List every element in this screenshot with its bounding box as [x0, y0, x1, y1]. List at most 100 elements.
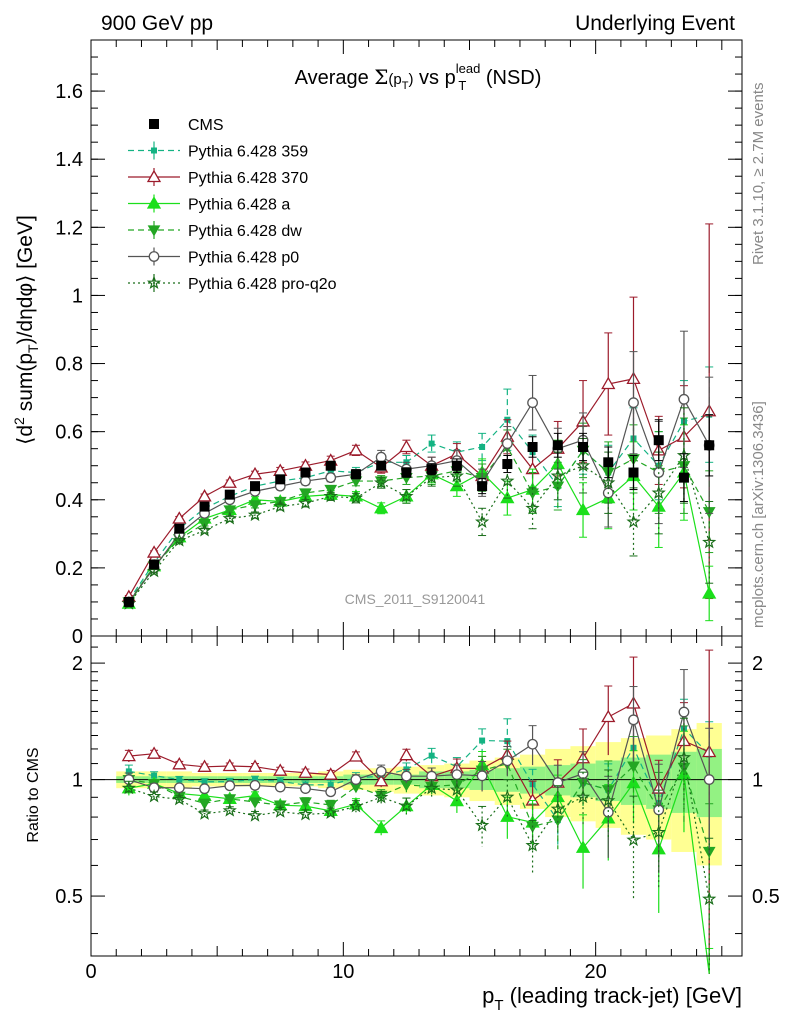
data-point	[449, 468, 464, 482]
ratio-point	[248, 797, 262, 809]
ratio-point	[224, 780, 236, 792]
data-point	[273, 499, 288, 513]
y-axis-label: ⟨d2 sum(pT)/dηdφ⟩ [GeV]	[11, 215, 41, 445]
ratio-point	[374, 789, 389, 804]
data-point	[401, 467, 412, 478]
legend-label: Pythia 6.428 359	[188, 144, 308, 161]
ratio-point	[252, 776, 259, 783]
legend-marker	[146, 196, 162, 209]
data-point	[628, 397, 639, 409]
ratio-point	[601, 709, 616, 723]
ratio-point	[451, 769, 463, 781]
legend-label: Pythia 6.428 370	[188, 170, 308, 187]
ratio-frame	[90, 635, 743, 957]
legend: CMS Pythia 6.428 359 Pythia 6.428 370 Pythi…	[128, 117, 337, 293]
data-point	[172, 533, 187, 547]
legend-marker	[151, 147, 157, 154]
ratio-point	[399, 798, 414, 813]
data-point	[527, 441, 538, 452]
x-axis-label: pT (leading track-jet) [GeV]	[482, 983, 742, 1014]
data-point	[651, 485, 666, 500]
ratio-point	[125, 768, 132, 775]
data-point	[146, 545, 162, 558]
ratio-line	[128, 763, 710, 852]
data-point	[678, 393, 690, 405]
ratio-point	[474, 817, 490, 832]
data-point	[325, 460, 336, 471]
data-point	[628, 467, 639, 478]
data-point	[348, 490, 364, 505]
ratio-point	[146, 788, 162, 803]
data-point	[298, 495, 313, 510]
ratio-point	[651, 824, 666, 839]
data-point	[300, 475, 311, 487]
ratio-point	[401, 770, 412, 782]
ratio-point	[327, 781, 334, 788]
header-right: Underlying Event	[575, 12, 735, 35]
ratio-point	[626, 832, 641, 847]
analysis-watermark: CMS_2011_S9120041	[345, 591, 486, 607]
ratio-point	[323, 805, 338, 819]
data-point	[525, 500, 540, 515]
y-tick-label: 1	[72, 285, 83, 307]
ratio-point	[222, 803, 237, 817]
data-point	[374, 475, 389, 489]
data-point	[551, 481, 565, 493]
ratio-point	[449, 782, 464, 797]
data-point	[375, 451, 387, 463]
ratio-point	[274, 781, 286, 793]
legend-marker	[147, 225, 161, 237]
x-tick-label: 0	[85, 961, 96, 983]
ratio-point	[676, 750, 692, 764]
data-point	[527, 397, 538, 409]
data-point	[172, 511, 187, 524]
ratio-y-tick-label-right: 2	[752, 653, 763, 675]
ratio-line	[128, 757, 710, 900]
legend-item: Pythia 6.428 359	[128, 141, 308, 161]
ratio-point	[500, 789, 515, 804]
data-point	[149, 559, 160, 570]
ratio-point	[198, 798, 211, 810]
ratio-y-tick-label: 2	[72, 653, 83, 675]
data-point	[350, 469, 361, 480]
y-tick-label: 0	[72, 626, 83, 648]
ratio-point	[575, 840, 591, 853]
data-point	[223, 505, 237, 517]
ratio-point	[172, 756, 187, 770]
chart-title: Average Σ(pT) vs plead T (NSD)	[295, 61, 542, 93]
series-cms	[123, 414, 715, 607]
data-point	[424, 470, 439, 484]
data-point	[550, 468, 565, 482]
data-point	[474, 514, 490, 528]
data-point	[678, 472, 689, 483]
legend-item: Pythia 6.428 p0	[128, 247, 299, 267]
mcplots-label: mcplots.cern.ch [arXiv:1306.3436]	[750, 401, 767, 628]
ratio-point	[176, 776, 183, 783]
ratio-series-pythia-6-428-p0	[123, 669, 715, 873]
data-point	[174, 523, 185, 534]
ratio-point	[151, 772, 158, 779]
legend-item: Pythia 6.428 a	[128, 194, 290, 214]
ratio-point	[323, 767, 338, 780]
legend-item: CMS	[149, 117, 224, 134]
series-pythia-6-428-pro-q2o	[121, 407, 717, 610]
data-point	[325, 472, 337, 484]
legend-label: Pythia 6.428 pro-q2o	[188, 276, 337, 293]
ratio-point	[501, 755, 513, 767]
data-point	[123, 596, 134, 607]
data-point	[500, 473, 515, 488]
data-point	[603, 457, 614, 468]
data-point	[479, 443, 486, 450]
data-point	[477, 481, 488, 492]
ratio-line	[128, 727, 710, 822]
ratio-point	[550, 801, 565, 816]
legend-label: CMS	[188, 117, 224, 134]
y-tick-label: 0.2	[55, 558, 83, 580]
ratio-point	[299, 797, 312, 809]
ratio-point	[601, 793, 616, 807]
ratio-point	[197, 806, 212, 820]
y-tick-label: 0.4	[55, 490, 83, 512]
legend-item: Pythia 6.428 370	[128, 168, 308, 187]
ratio-point	[172, 791, 187, 806]
